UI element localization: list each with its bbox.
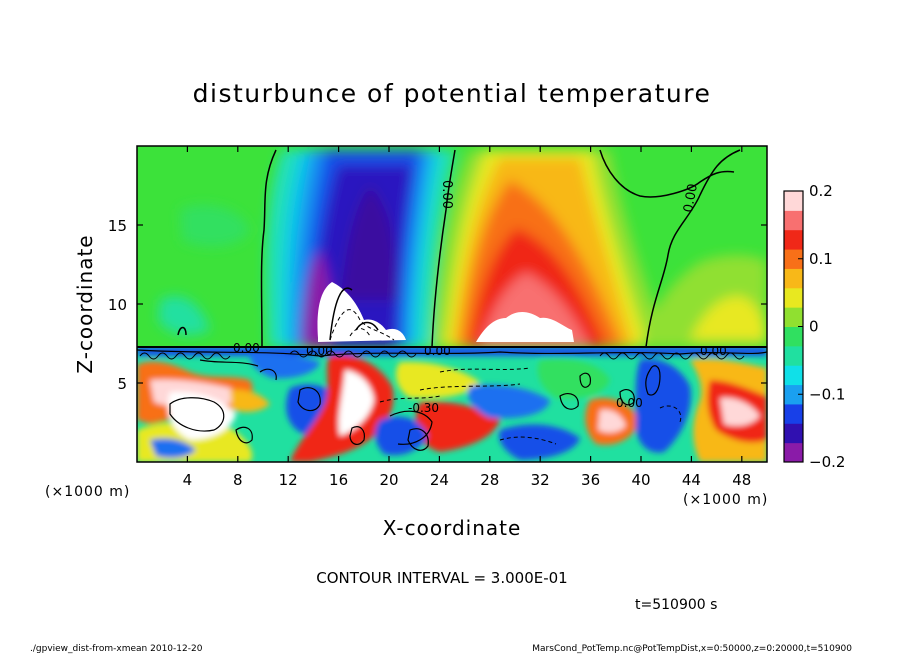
contour-label: -0.30 xyxy=(408,401,439,415)
y-tick-label: 5 xyxy=(117,375,127,393)
y-tick-label: 15 xyxy=(108,217,127,235)
colorbar-tick-label: −0.2 xyxy=(809,453,845,471)
footer-left: ./gpview_dist-from-xmean 2010-12-20 xyxy=(30,644,203,654)
colorbar-swatch xyxy=(784,287,803,308)
x-tick-label: 36 xyxy=(581,471,600,489)
contour-interval-text: CONTOUR INTERVAL = 3.000E-01 xyxy=(316,569,567,587)
contour-label: 0.00 xyxy=(233,341,260,355)
x-tick-label: 48 xyxy=(732,471,751,489)
colorbar-swatch xyxy=(784,229,803,250)
x-axis: 4 8 12 16 20 24 28 32 36 40 44 48 xyxy=(183,146,751,489)
x-tick-label: 44 xyxy=(682,471,701,489)
x-tick-label: 8 xyxy=(233,471,243,489)
x-tick-label: 4 xyxy=(183,471,193,489)
x-axis-title: X-coordinate xyxy=(383,516,522,540)
colorbar-swatch xyxy=(784,326,803,347)
y-axis-title: Z-coordinate xyxy=(73,234,97,373)
contours-lower xyxy=(137,349,767,451)
contour-label: 0.00 xyxy=(306,344,333,358)
colorbar-swatch xyxy=(784,268,803,289)
x-tick-label: 20 xyxy=(379,471,398,489)
colorbar-tick-label: 0 xyxy=(809,318,819,336)
negative-contours-lower xyxy=(379,367,682,445)
colorbar-swatch xyxy=(784,249,803,269)
colorbar-swatch xyxy=(784,345,803,366)
colorbar-swatch xyxy=(784,384,803,405)
colorbar-swatch xyxy=(784,210,803,231)
colorbar-tick-label: −0.1 xyxy=(809,385,845,403)
contour-label: 0.00 xyxy=(681,183,701,214)
colorbar-swatch xyxy=(784,307,803,327)
colorbar-swatch xyxy=(784,365,803,386)
upper-domain-field xyxy=(158,149,767,347)
x-tick-label: 40 xyxy=(631,471,650,489)
colorbar-swatch xyxy=(784,403,803,424)
x-tick-label: 12 xyxy=(279,471,298,489)
zero-contours-upper xyxy=(177,149,741,347)
x-tick-label: 28 xyxy=(480,471,499,489)
interface-band xyxy=(139,350,745,360)
colorbar-tick-label: 0.1 xyxy=(809,250,833,268)
colorbar-tick-label: 0.2 xyxy=(809,182,833,200)
x-tick-label: 16 xyxy=(329,471,348,489)
warm-core xyxy=(476,312,574,342)
y-axis: 5 10 15 xyxy=(108,217,767,393)
negative-contours-upper xyxy=(329,309,395,341)
contour-label: 0.00 xyxy=(700,344,727,358)
plot-area: 0.00 0.00 0.00 0.00 0.00 0.00 -0.30 0.00 xyxy=(136,145,768,463)
chart-title: disturbunce of potential temperature xyxy=(193,79,712,108)
colorbar-swatch xyxy=(784,191,803,211)
y-axis-unit: (×1000 m) xyxy=(45,484,130,500)
x-tick-label: 32 xyxy=(531,471,550,489)
time-label: t=510900 s xyxy=(635,597,717,613)
footer-right: MarsCond_PotTemp.nc@PotTempDist,x=0:5000… xyxy=(532,644,852,654)
contour-label: 0.00 xyxy=(616,396,643,410)
contour-label: 0.00 xyxy=(424,344,451,358)
x-axis-unit: (×1000 m) xyxy=(683,492,768,508)
lower-domain-field xyxy=(137,347,767,462)
colorbar: 0.2 0.1 0 −0.1 −0.2 xyxy=(783,182,845,471)
colorbar-swatch xyxy=(784,423,803,444)
cold-core xyxy=(317,282,406,342)
colorbar-swatch xyxy=(784,442,803,463)
y-tick-label: 10 xyxy=(108,296,127,314)
contour-label: 0.00 xyxy=(439,180,454,209)
x-tick-label: 24 xyxy=(430,471,449,489)
